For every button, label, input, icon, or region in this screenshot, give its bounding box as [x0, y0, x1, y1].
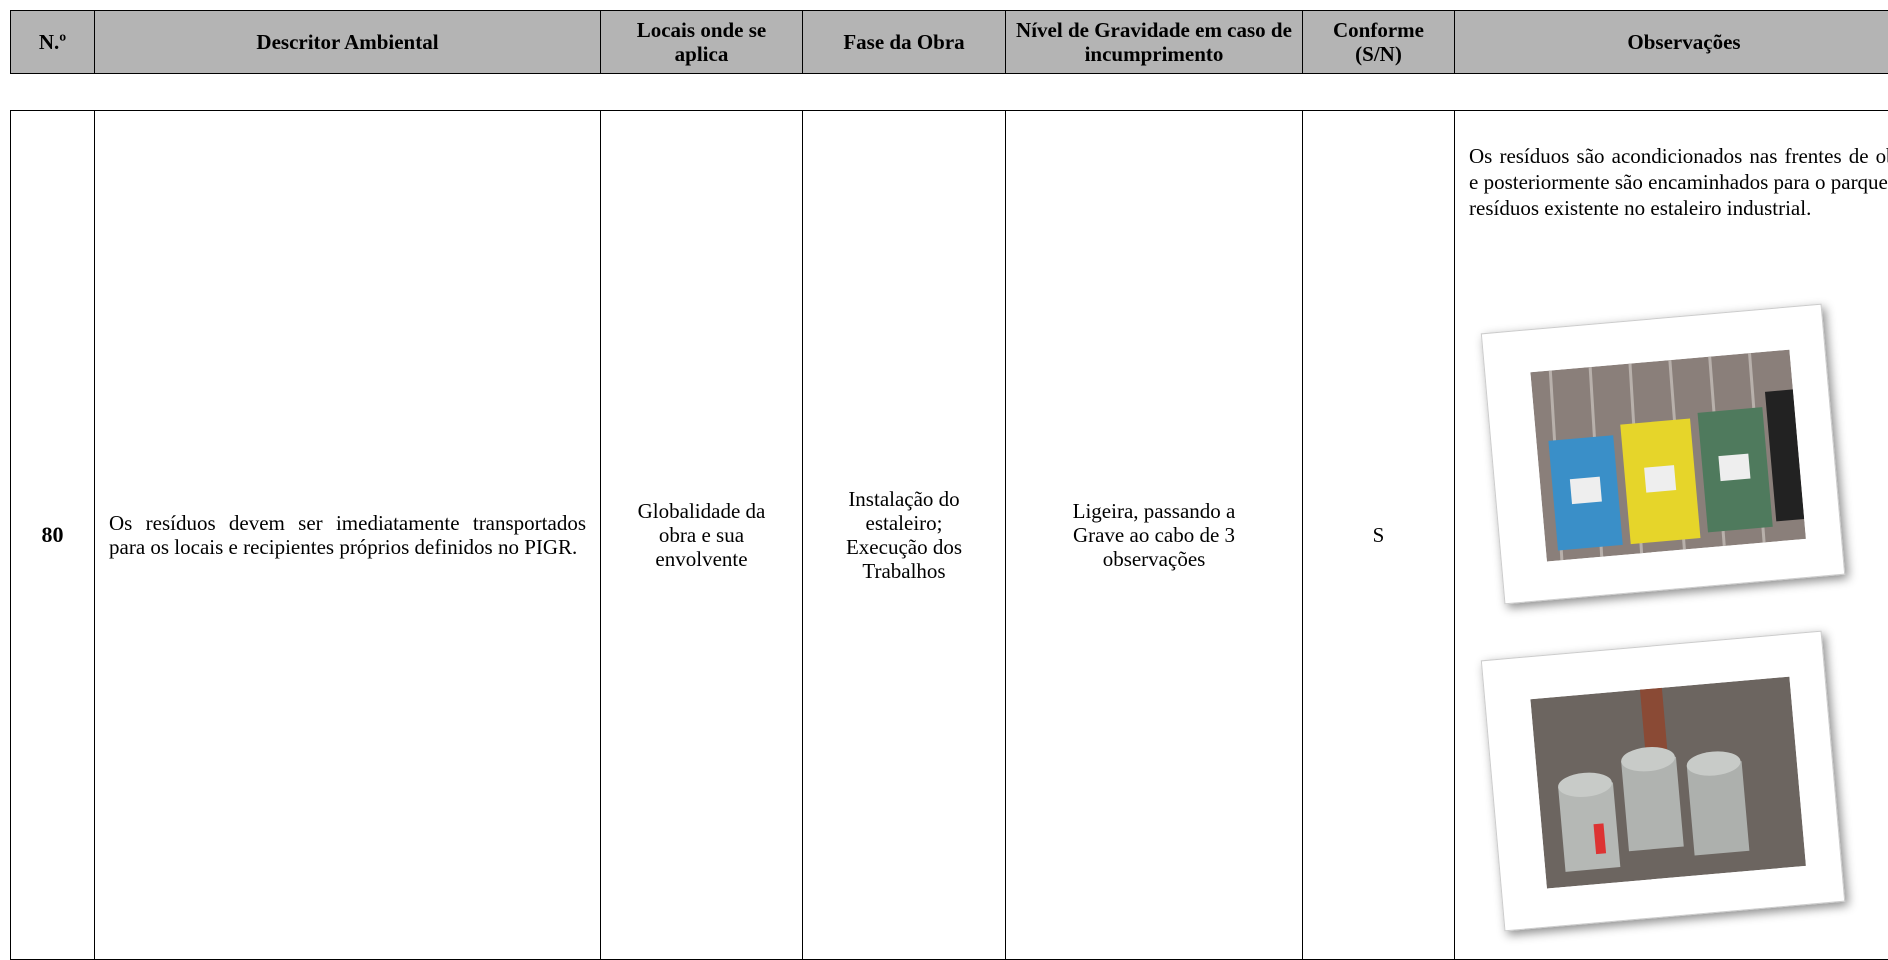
observations-text: Os resíduos são acondicionados nas frent… — [1469, 144, 1888, 221]
location-cell: Globalidade da obra e sua envolvente — [600, 110, 803, 960]
header-cell: Observações — [1454, 10, 1888, 74]
header-cell: Locais onde se aplica — [600, 10, 803, 74]
number-cell: 80 — [10, 110, 95, 960]
conform-cell: S — [1302, 110, 1455, 960]
photo — [1480, 630, 1846, 932]
descriptor-cell: Os resíduos devem ser imediatamente tran… — [94, 110, 601, 960]
observations-cell: Os resíduos são acondicionados nas frent… — [1454, 110, 1888, 960]
header-cell: N.º — [10, 10, 95, 74]
header-cell: Conforme (S/N) — [1302, 10, 1455, 74]
descriptor-text: Os resíduos devem ser imediatamente tran… — [109, 510, 586, 559]
photo-image — [1530, 676, 1806, 889]
photo — [1480, 303, 1846, 605]
photo-image — [1530, 349, 1806, 562]
phase-cell: Instalação do estaleiro; Execução dos Tr… — [802, 110, 1006, 960]
header-cell: Descritor Ambiental — [94, 10, 601, 74]
header-cell: Nível de Gravidade em caso de incumprime… — [1005, 10, 1303, 74]
severity-cell: Ligeira, passando a Grave ao cabo de 3 o… — [1005, 110, 1303, 960]
header-cell: Fase da Obra — [802, 10, 1006, 74]
